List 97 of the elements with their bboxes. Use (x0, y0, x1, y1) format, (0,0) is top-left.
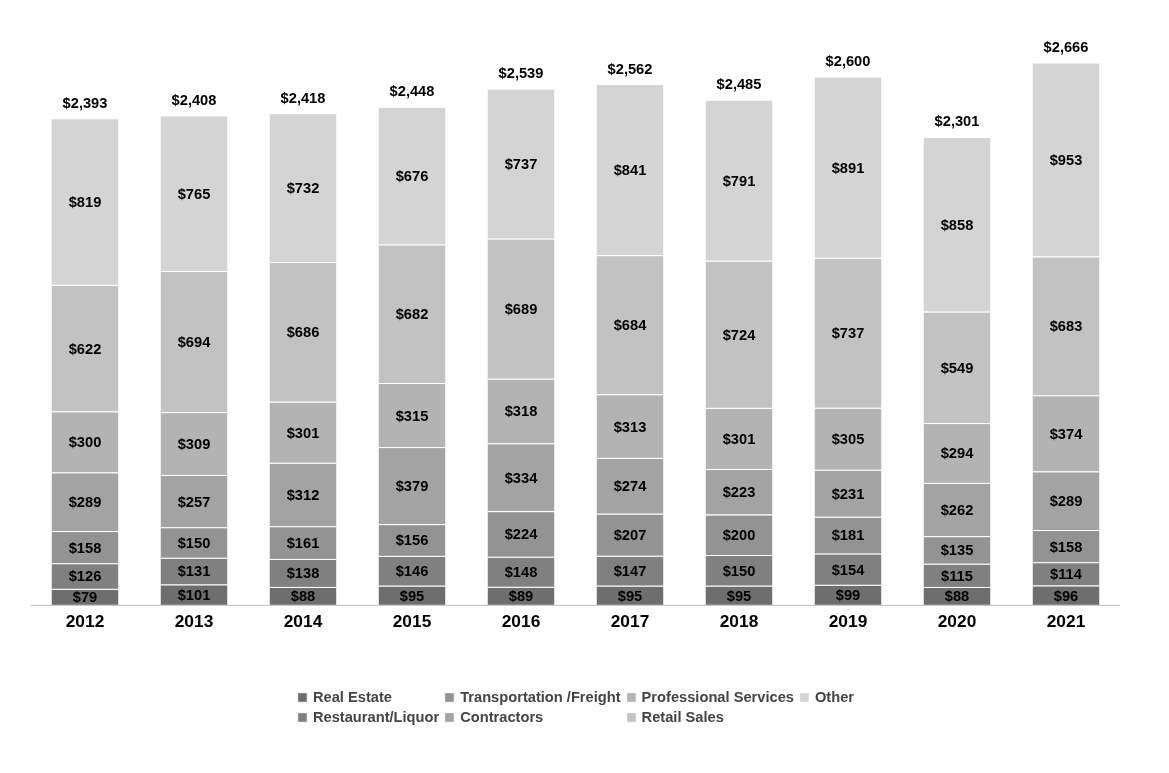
data-label: $224 (504, 526, 539, 543)
data-label: $305 (831, 431, 865, 448)
total-label: $2,408 (171, 91, 217, 108)
x-tick-label: 2019 (828, 611, 868, 632)
data-label: $301 (286, 424, 320, 441)
data-label: $819 (68, 194, 102, 211)
data-label: $694 (177, 334, 212, 351)
data-label: $150 (722, 562, 756, 579)
data-label: $96 (1053, 587, 1079, 604)
data-label: $318 (504, 403, 538, 420)
total-label: $2,485 (716, 76, 762, 93)
data-label: $549 (940, 359, 974, 376)
data-label: $315 (395, 407, 429, 424)
x-tick-label: 2017 (610, 611, 650, 632)
data-label: $684 (613, 317, 648, 334)
total-label: $2,448 (389, 83, 435, 100)
data-label: $622 (68, 340, 102, 357)
legend-label: Restaurant/Liquor (312, 709, 440, 725)
data-label: $79 (72, 589, 98, 606)
data-label: $131 (177, 563, 211, 580)
data-label: $289 (68, 494, 102, 511)
data-label: $126 (68, 568, 102, 585)
data-label: $891 (831, 159, 865, 176)
data-label: $791 (722, 172, 756, 189)
data-label: $294 (940, 445, 975, 462)
total-label: $2,418 (280, 89, 326, 106)
data-label: $257 (177, 493, 211, 510)
data-label: $223 (722, 484, 756, 501)
data-label: $156 (395, 532, 429, 549)
data-label: $88 (944, 588, 970, 605)
data-label: $154 (831, 561, 866, 578)
total-label: $2,539 (498, 65, 544, 82)
total-label: $2,600 (825, 53, 871, 70)
data-label: $312 (286, 486, 320, 503)
data-label: $161 (286, 535, 320, 552)
data-label: $95 (399, 587, 425, 604)
data-label: $89 (508, 588, 534, 605)
total-label: $2,562 (607, 60, 653, 77)
data-label: $732 (286, 180, 320, 197)
data-label: $313 (613, 418, 647, 435)
data-label: $374 (1049, 425, 1084, 442)
x-tick-label: 2013 (174, 611, 214, 632)
x-tick-label: 2021 (1046, 611, 1086, 632)
data-label: $737 (831, 325, 865, 342)
data-label: $765 (177, 185, 211, 202)
data-label: $138 (286, 565, 320, 582)
data-label: $158 (1049, 538, 1083, 555)
data-label: $682 (395, 306, 429, 323)
x-tick-label: 2012 (65, 611, 105, 632)
x-tick-label: 2018 (719, 611, 759, 632)
data-label: $309 (177, 436, 211, 452)
legend-label: Contractors (460, 709, 544, 725)
x-tick-label: 2016 (501, 611, 541, 632)
data-label: $207 (613, 527, 647, 544)
data-label: $262 (940, 501, 974, 518)
legend-label: Retail Sales (641, 709, 724, 725)
data-label: $737 (504, 156, 538, 172)
x-tick-label: 2014 (283, 611, 323, 632)
data-label: $200 (722, 527, 756, 544)
data-label: $115 (941, 567, 973, 584)
total-label: $2,393 (62, 94, 108, 111)
data-label: $146 (395, 563, 429, 580)
data-label: $150 (177, 534, 211, 551)
data-label: $300 (68, 434, 102, 451)
data-label: $953 (1049, 151, 1083, 168)
data-label: $95 (726, 587, 752, 604)
data-label: $724 (722, 326, 757, 343)
data-label: $231 (831, 485, 865, 502)
total-label: $2,666 (1043, 39, 1089, 56)
legend-label: Professional Services (641, 689, 794, 705)
data-label: $686 (286, 324, 320, 341)
legend-label: Transportation /Freight (460, 689, 621, 705)
data-label: $99 (835, 587, 861, 604)
data-label: $88 (290, 588, 316, 605)
data-label: $379 (395, 478, 429, 495)
data-label: $95 (617, 587, 643, 604)
data-label: $689 (504, 300, 538, 317)
legend-label: Other (814, 689, 855, 705)
data-label: $676 (395, 168, 429, 185)
data-label: $858 (940, 216, 974, 233)
data-label: $158 (68, 539, 102, 556)
data-label: $135 (940, 542, 974, 559)
data-label: $114 (1050, 566, 1083, 583)
data-label: $148 (504, 564, 538, 581)
data-label: $101 (177, 587, 211, 604)
x-tick-label: 2020 (937, 611, 977, 632)
legend-label: Real Estate (312, 689, 392, 705)
data-label: $147 (613, 563, 647, 580)
total-label: $2,301 (934, 113, 980, 130)
data-label: $289 (1049, 493, 1083, 510)
x-tick-label: 2015 (392, 611, 432, 632)
data-label: $334 (504, 469, 539, 486)
data-label: $683 (1049, 318, 1083, 335)
data-label: $841 (613, 162, 647, 179)
data-label: $274 (613, 478, 648, 495)
data-label: $181 (831, 527, 865, 544)
data-label: $301 (722, 430, 756, 447)
